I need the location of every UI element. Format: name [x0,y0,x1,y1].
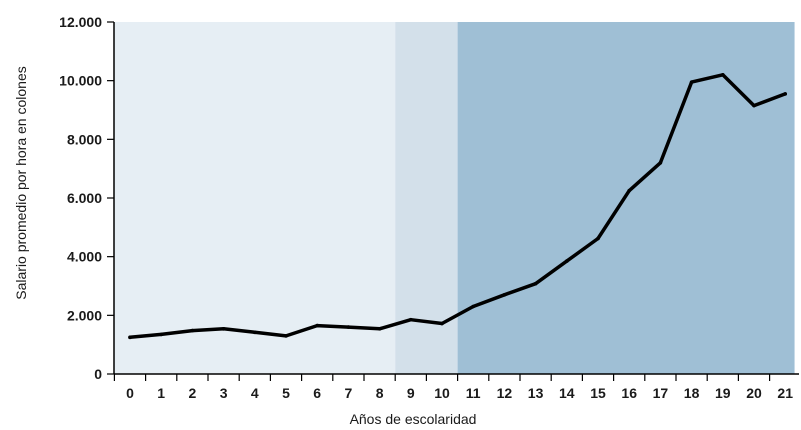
data-point [221,327,226,331]
y-tick-label: 8.000 [67,131,102,147]
data-point [658,161,663,165]
x-tick-label: 21 [777,385,793,401]
x-tick-label: 0 [126,385,134,401]
x-tick-label: 8 [376,385,384,401]
y-tick-label: 12.000 [59,14,102,30]
x-tick-label: 4 [251,385,259,401]
series [128,73,787,340]
x-tick-label: 11 [466,385,481,401]
x-axis-title: Años de escolaridad [350,411,477,427]
data-point [565,259,569,263]
shaded-bands [114,22,795,374]
x-tick-label: 12 [497,385,513,401]
data-point [752,103,756,108]
x-tick-label: 15 [590,385,606,401]
x-tick-label: 14 [559,385,575,401]
data-point [377,327,382,331]
data-point [190,328,195,333]
data-point [533,281,538,286]
data-point [440,321,444,326]
y-tick-label: 0 [94,366,102,382]
x-tick-label: 10 [434,385,450,401]
data-point [783,92,787,96]
data-point [721,73,725,77]
data-point [471,304,476,309]
y-tick-label: 10.000 [59,73,102,89]
data-point [346,325,351,329]
x-tick-label: 16 [621,385,637,401]
data-point [502,293,507,297]
y-tick-label: 6.000 [67,190,102,206]
x-tick-label: 18 [684,385,700,401]
data-point [159,332,163,337]
band-0 [114,22,396,374]
y-tick-label: 2.000 [67,307,102,323]
x-tick-label: 1 [157,385,165,401]
x-axis-ticks: 0 1 2 3 4 5 6 7 8 9 10 11 12 13 14 15 16 17 18 19 20 21 [113,374,793,401]
x-tick-label: 9 [407,385,415,401]
series-line [128,73,787,340]
x-tick-label: 17 [653,385,669,401]
x-tick-label: 5 [282,385,290,401]
y-axis-ticks: 0 2.000 4.000 6.000 8.000 10.000 12.000 [59,14,114,382]
x-tick-label: 19 [715,385,731,401]
x-tick-label: 2 [189,385,197,401]
x-tick-label: 7 [345,385,353,401]
x-tick-label: 3 [220,385,228,401]
y-axis-title: Salario promedio por hora en colones [13,66,29,299]
data-point [596,236,600,241]
band-1 [395,22,458,374]
data-point [627,188,631,193]
data-point [128,335,132,340]
data-point [253,330,257,335]
x-tick-label: 20 [746,385,762,401]
x-tick-label: 13 [528,385,544,401]
data-point [689,80,694,84]
x-tick-label: 6 [313,385,321,401]
data-point [315,323,320,328]
y-tick-label: 4.000 [67,249,102,265]
data-point [284,334,288,338]
data-point [409,317,413,322]
